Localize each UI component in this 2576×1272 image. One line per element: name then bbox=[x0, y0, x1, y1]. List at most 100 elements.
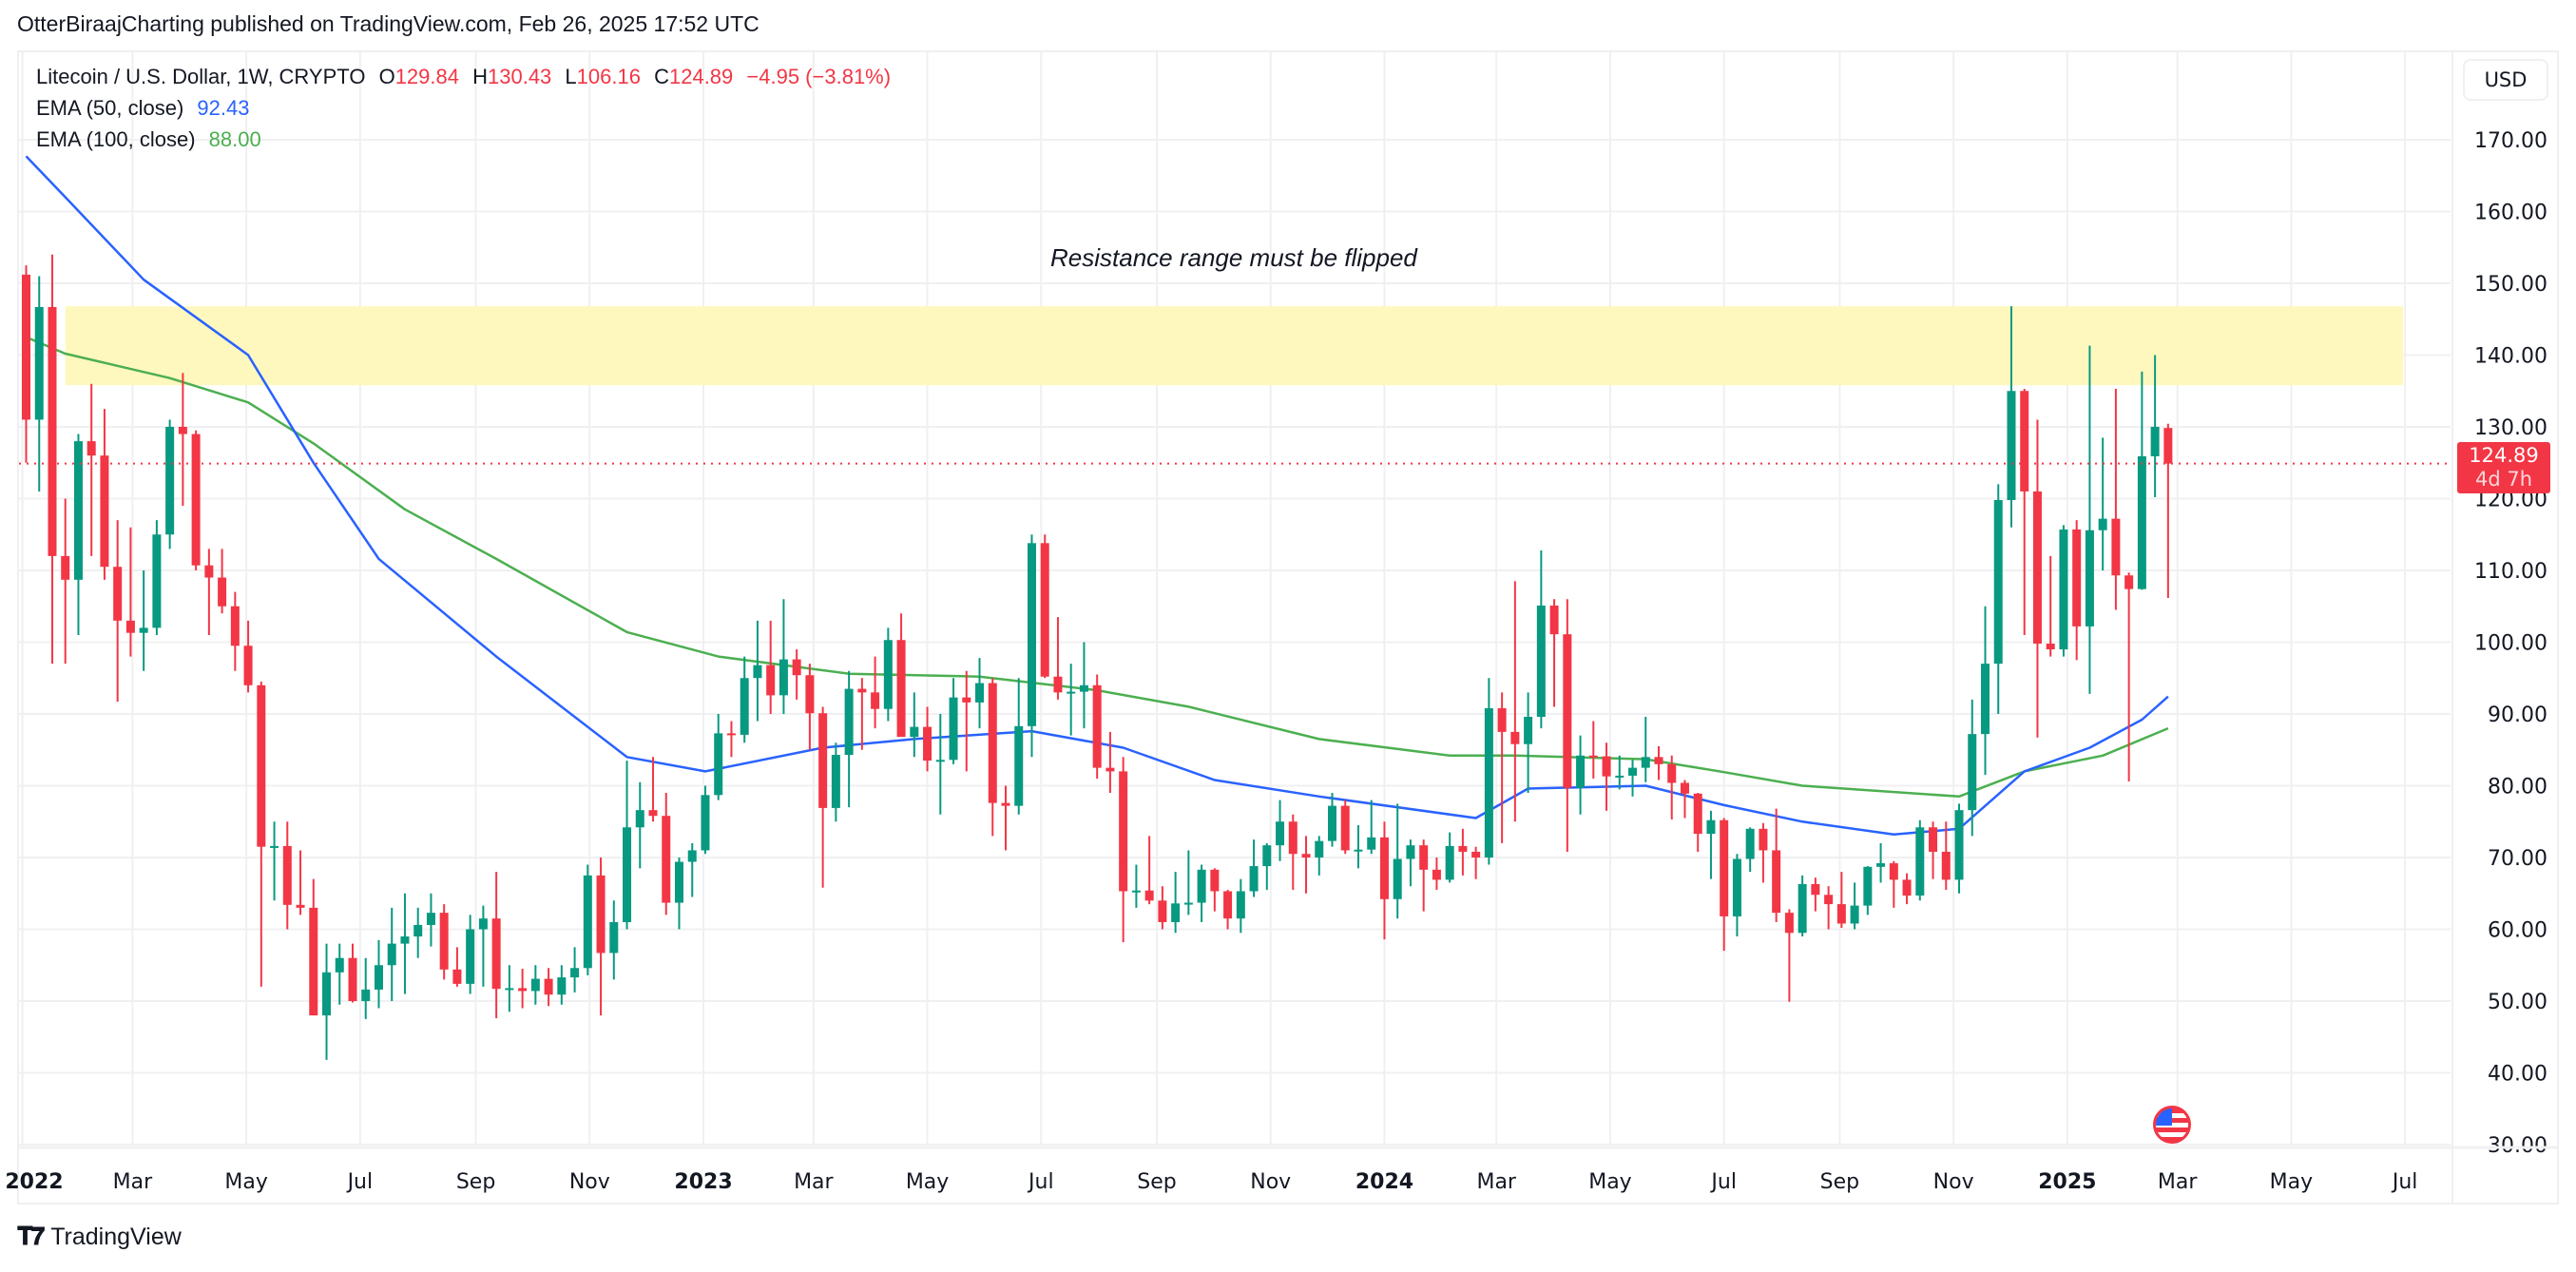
candle-down bbox=[1929, 821, 1938, 879]
candle-body bbox=[2032, 491, 2042, 645]
candle-body bbox=[623, 827, 632, 922]
candle-body bbox=[1432, 869, 1441, 880]
brand-name: TradingView bbox=[50, 1223, 182, 1250]
candle-body bbox=[844, 688, 854, 756]
ema50-label: EMA (50, close) bbox=[36, 96, 184, 120]
candle-body bbox=[1445, 845, 1454, 880]
candle-body bbox=[1210, 869, 1220, 892]
candle-body bbox=[1576, 755, 1586, 788]
candle-body bbox=[178, 427, 187, 434]
time-tick-label: Jul bbox=[346, 1170, 374, 1194]
candle-body bbox=[218, 577, 227, 607]
candle-body bbox=[1484, 707, 1493, 858]
candle-body bbox=[701, 795, 710, 851]
candle-up bbox=[478, 905, 488, 987]
candle-up bbox=[1276, 800, 1285, 861]
price-tick-label: 170.00 bbox=[2474, 129, 2547, 153]
time-tick-label: Mar bbox=[113, 1170, 153, 1194]
legend-ema100-row[interactable]: EMA (100, close) 88.00 bbox=[36, 124, 891, 155]
candle-body bbox=[1001, 802, 1010, 806]
time-tick-label: Sep bbox=[456, 1170, 495, 1194]
candle-body bbox=[1941, 851, 1951, 880]
candle-body bbox=[191, 434, 201, 566]
candle-body bbox=[1693, 793, 1702, 835]
candle-up bbox=[152, 520, 162, 635]
candle-body bbox=[387, 943, 396, 966]
candle-down bbox=[1824, 886, 1834, 930]
candle-body bbox=[2007, 391, 2016, 501]
candle-body bbox=[871, 692, 880, 709]
candle-up bbox=[2137, 371, 2146, 590]
candle-up bbox=[975, 658, 985, 729]
candle-up bbox=[1367, 800, 1376, 855]
candle-down bbox=[452, 947, 462, 987]
candle-up bbox=[400, 893, 410, 994]
candle-down bbox=[2020, 388, 2029, 635]
candle-down bbox=[1223, 889, 1233, 930]
candle-down bbox=[1941, 821, 1951, 890]
candle-down bbox=[491, 872, 501, 1019]
candle-body bbox=[1288, 821, 1298, 855]
candle-down bbox=[348, 943, 357, 1003]
candle-body bbox=[1197, 869, 1206, 903]
candle-body bbox=[400, 936, 410, 944]
candle-up bbox=[910, 692, 919, 758]
candle-body bbox=[648, 810, 658, 817]
candle-up bbox=[1745, 827, 1755, 873]
time-tick-label: 2025 bbox=[2038, 1170, 2096, 1194]
candle-down bbox=[1105, 731, 1115, 794]
candle-body bbox=[805, 675, 815, 714]
us-flag-economic-event-icon[interactable] bbox=[2153, 1106, 2191, 1144]
candle-down bbox=[857, 678, 867, 750]
candle-body bbox=[1276, 821, 1285, 846]
candle-body bbox=[1654, 757, 1663, 764]
candle-up bbox=[1536, 549, 1546, 729]
candle-body bbox=[1588, 755, 1598, 758]
low-label: L bbox=[565, 65, 577, 88]
candle-down bbox=[1889, 860, 1898, 908]
candle-up bbox=[1484, 678, 1493, 865]
candle-body bbox=[100, 455, 109, 568]
candle-body bbox=[22, 274, 30, 420]
candle-body bbox=[1563, 634, 1572, 788]
candle-body bbox=[714, 733, 723, 796]
candle-body bbox=[753, 665, 762, 679]
candle-up bbox=[139, 570, 148, 671]
close-value: 124.89 bbox=[668, 65, 734, 88]
candle-up bbox=[1131, 864, 1141, 908]
legend-ema50-row[interactable]: EMA (50, close) 92.43 bbox=[36, 92, 891, 124]
candle-up bbox=[1850, 882, 1859, 930]
candle-down bbox=[1288, 814, 1298, 890]
candle-down bbox=[1301, 836, 1311, 894]
candle-up bbox=[387, 907, 396, 1001]
candle-down bbox=[1563, 599, 1572, 852]
currency-button[interactable]: USD bbox=[2463, 59, 2548, 101]
candle-body bbox=[1158, 900, 1167, 922]
candle-up bbox=[1014, 678, 1024, 815]
candle-down bbox=[243, 620, 253, 693]
candle-body bbox=[361, 989, 371, 1001]
candle-up bbox=[779, 599, 788, 714]
candle-body bbox=[165, 427, 175, 535]
candle-down bbox=[296, 850, 305, 915]
candle-body bbox=[1915, 827, 1925, 896]
tradingview-logo[interactable]: 𝐓𝟕 TradingView bbox=[17, 1222, 182, 1252]
chart-annotation-text[interactable]: Resistance range must be flipped bbox=[1050, 243, 1417, 272]
candle-body bbox=[779, 659, 788, 696]
candle-up bbox=[687, 842, 697, 897]
candle-body bbox=[687, 850, 697, 862]
symbol-description[interactable]: Litecoin / U.S. Dollar, 1W, CRYPTO bbox=[36, 65, 366, 88]
candle-down bbox=[1654, 745, 1663, 781]
candle-body bbox=[923, 726, 932, 761]
candle-body bbox=[322, 972, 332, 1016]
price-tick-label: 150.00 bbox=[2474, 273, 2547, 297]
candle-down bbox=[1759, 822, 1768, 883]
candle-body bbox=[48, 306, 57, 556]
candle-down bbox=[1040, 534, 1049, 679]
candle-down bbox=[113, 520, 123, 703]
candle-up bbox=[1236, 878, 1245, 934]
candle-down bbox=[2111, 388, 2121, 610]
time-tick-label: Sep bbox=[1137, 1170, 1176, 1194]
candle-down bbox=[2046, 555, 2055, 657]
